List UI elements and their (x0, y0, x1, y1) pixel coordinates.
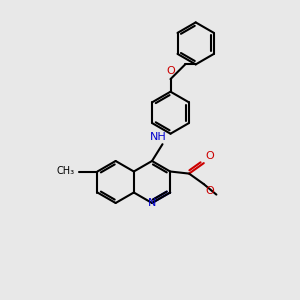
Text: O: O (206, 186, 214, 196)
Text: NH: NH (150, 132, 167, 142)
Text: N: N (148, 198, 156, 208)
Text: O: O (166, 66, 175, 76)
Text: CH₃: CH₃ (56, 167, 74, 176)
Text: O: O (206, 151, 214, 161)
